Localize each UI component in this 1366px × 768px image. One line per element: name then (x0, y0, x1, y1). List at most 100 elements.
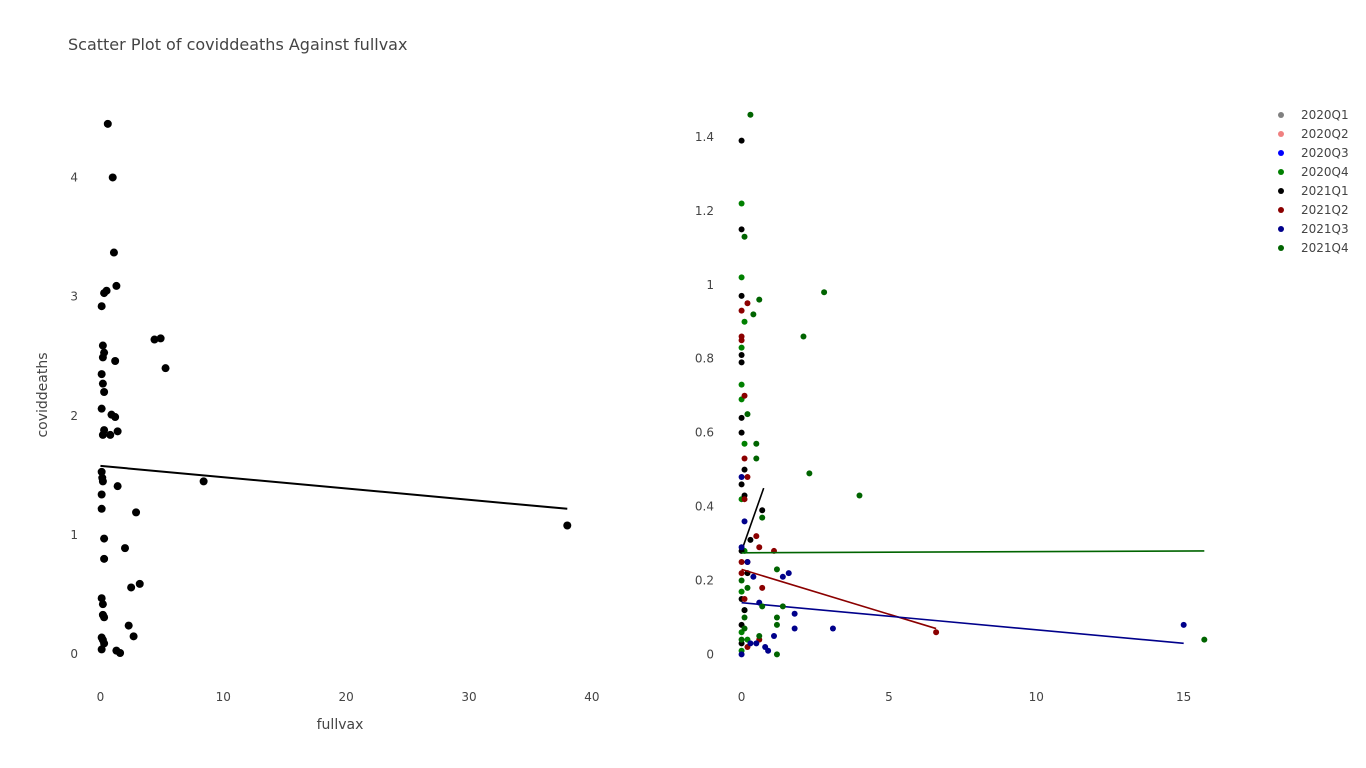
data-point[interactable] (1201, 636, 1208, 643)
data-point[interactable] (750, 311, 757, 318)
data-point[interactable] (129, 632, 138, 641)
data-point[interactable] (753, 440, 760, 447)
data-point[interactable] (156, 334, 165, 343)
data-point[interactable] (97, 467, 106, 476)
data-point[interactable] (738, 137, 745, 144)
data-point[interactable] (124, 621, 133, 630)
data-point[interactable] (738, 559, 745, 566)
data-point[interactable] (933, 629, 940, 636)
data-point[interactable] (741, 318, 748, 325)
data-point[interactable] (97, 302, 106, 311)
data-point[interactable] (106, 430, 115, 439)
data-point[interactable] (738, 359, 745, 366)
data-point[interactable] (103, 119, 112, 128)
data-point[interactable] (738, 474, 745, 481)
data-point[interactable] (97, 504, 106, 513)
data-point[interactable] (111, 357, 120, 366)
data-point[interactable] (741, 607, 748, 614)
data-point[interactable] (100, 613, 109, 622)
data-point[interactable] (109, 248, 118, 257)
data-point[interactable] (738, 570, 745, 577)
data-point[interactable] (756, 296, 763, 303)
data-point[interactable] (773, 566, 780, 573)
data-point[interactable] (1180, 621, 1187, 628)
data-point[interactable] (112, 281, 121, 290)
data-point[interactable] (738, 200, 745, 207)
data-point[interactable] (738, 481, 745, 488)
legend-item[interactable]: 2020Q1 (1278, 108, 1349, 122)
data-point[interactable] (150, 335, 159, 344)
data-point[interactable] (741, 233, 748, 240)
data-point[interactable] (744, 300, 751, 307)
data-point[interactable] (738, 414, 745, 421)
data-point[interactable] (747, 111, 754, 118)
data-point[interactable] (773, 614, 780, 621)
data-point[interactable] (741, 518, 748, 525)
data-point[interactable] (738, 337, 745, 344)
data-point[interactable] (771, 632, 777, 639)
data-point[interactable] (759, 584, 766, 591)
data-point[interactable] (744, 584, 751, 591)
data-point[interactable] (738, 429, 745, 436)
data-point[interactable] (127, 583, 136, 592)
legend-item[interactable]: 2020Q2 (1278, 127, 1349, 141)
data-point[interactable] (741, 392, 748, 399)
data-point[interactable] (738, 274, 745, 281)
data-point[interactable] (199, 477, 208, 486)
data-point[interactable] (753, 533, 760, 540)
data-point[interactable] (98, 477, 107, 486)
data-point[interactable] (738, 588, 745, 595)
data-point[interactable] (738, 226, 745, 233)
data-point[interactable] (111, 413, 120, 422)
data-point[interactable] (744, 559, 751, 566)
data-point[interactable] (779, 573, 786, 580)
data-point[interactable] (98, 379, 107, 388)
data-point[interactable] (98, 600, 107, 609)
data-point[interactable] (97, 645, 106, 654)
data-point[interactable] (100, 388, 109, 396)
data-point[interactable] (741, 614, 748, 621)
data-point[interactable] (97, 370, 106, 379)
data-point[interactable] (759, 603, 766, 610)
data-point[interactable] (791, 610, 798, 617)
data-point[interactable] (753, 455, 760, 462)
data-point[interactable] (97, 490, 106, 499)
data-point[interactable] (738, 352, 745, 359)
data-point[interactable] (856, 492, 863, 499)
legend-item[interactable]: 2021Q4 (1278, 241, 1349, 255)
data-point[interactable] (563, 521, 572, 530)
data-point[interactable] (113, 482, 122, 491)
data-point[interactable] (113, 427, 122, 436)
data-point[interactable] (108, 173, 117, 182)
data-point[interactable] (738, 292, 745, 299)
data-point[interactable] (747, 536, 754, 543)
data-point[interactable] (741, 440, 748, 447)
data-point[interactable] (800, 333, 807, 340)
data-point[interactable] (756, 632, 763, 639)
data-point[interactable] (773, 621, 780, 628)
data-point[interactable] (759, 507, 766, 514)
data-point[interactable] (135, 579, 144, 588)
data-point[interactable] (100, 534, 109, 543)
legend-item[interactable]: 2021Q1 (1278, 184, 1349, 198)
legend-item[interactable]: 2020Q3 (1278, 146, 1349, 160)
data-point[interactable] (738, 307, 745, 314)
data-point[interactable] (116, 649, 125, 658)
data-point[interactable] (744, 411, 751, 418)
data-point[interactable] (741, 595, 748, 602)
data-point[interactable] (806, 470, 813, 477)
data-point[interactable] (738, 544, 745, 551)
data-point[interactable] (98, 430, 107, 439)
data-point[interactable] (741, 625, 748, 632)
data-point[interactable] (97, 594, 106, 603)
legend-item[interactable]: 2021Q2 (1278, 203, 1349, 217)
data-point[interactable] (738, 636, 745, 643)
data-point[interactable] (98, 353, 107, 362)
data-point[interactable] (779, 603, 786, 610)
data-point[interactable] (741, 455, 748, 462)
data-point[interactable] (750, 573, 757, 580)
data-point[interactable] (741, 466, 748, 473)
data-point[interactable] (773, 651, 780, 658)
data-point[interactable] (753, 640, 760, 647)
data-point[interactable] (121, 544, 129, 553)
